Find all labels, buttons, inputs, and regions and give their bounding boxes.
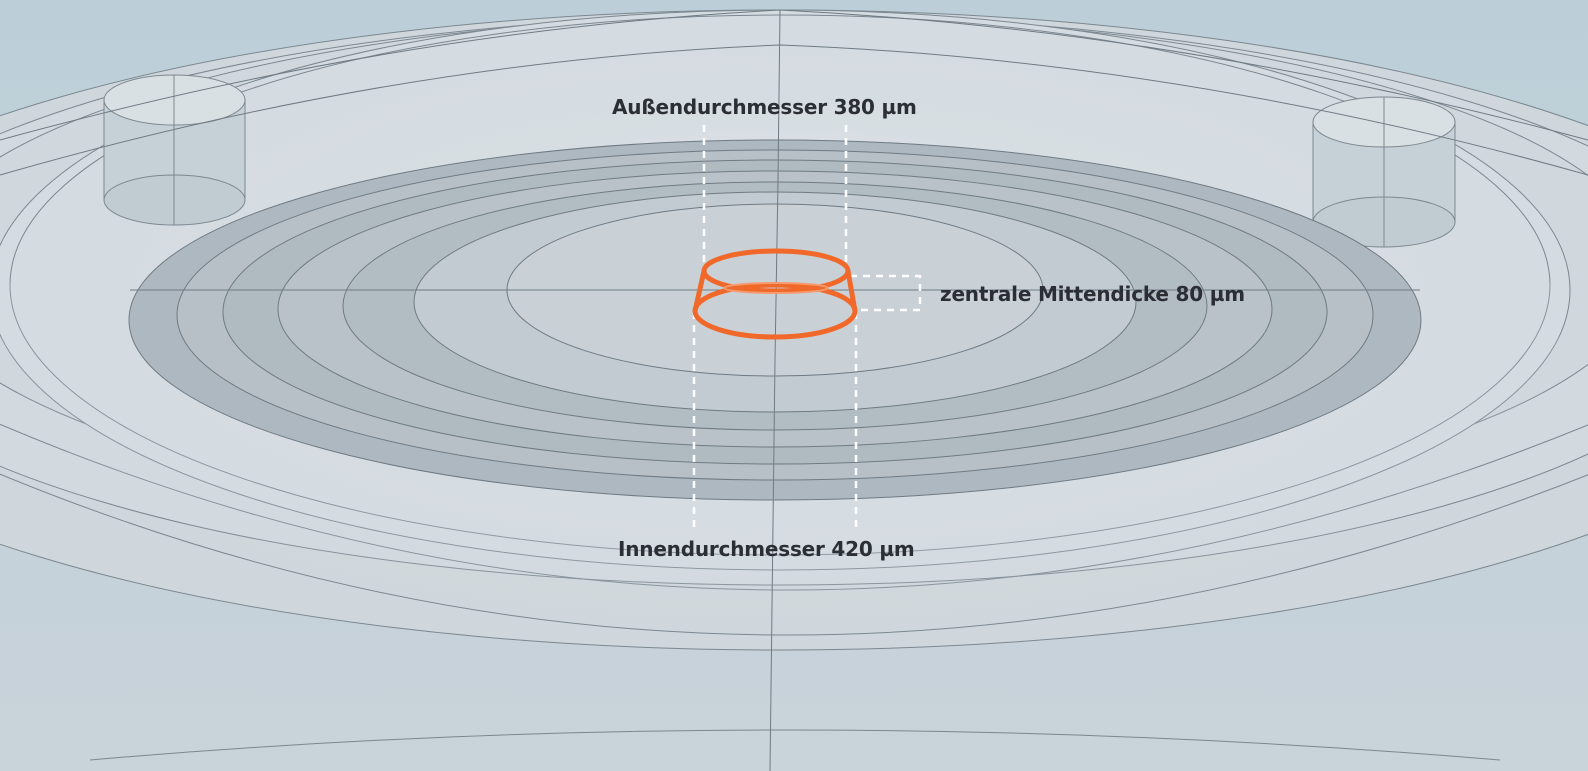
- right-pillar: [1312, 96, 1456, 248]
- center-thickness-label: zentrale Mittendicke 80 µm: [940, 282, 1245, 306]
- dimension-lines: [692, 125, 922, 530]
- center-frustum-highlight: [692, 248, 858, 340]
- outer-diameter-label: Außendurchmesser 380 µm: [612, 95, 917, 119]
- concentric-rings: [128, 139, 1422, 501]
- left-pillar: [103, 74, 246, 226]
- inner-diameter-label: Innendurchmesser 420 µm: [618, 537, 915, 561]
